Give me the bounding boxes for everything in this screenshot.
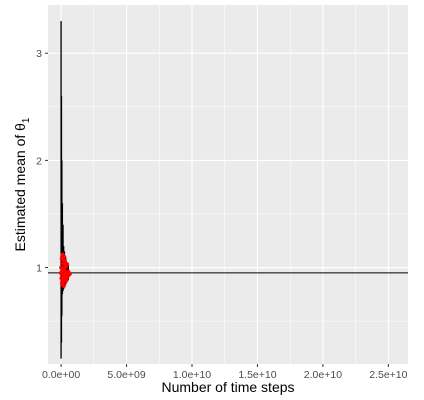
data-point — [62, 258, 68, 264]
x-tick-label: 1.5e+10 — [238, 369, 276, 381]
data-point — [61, 283, 66, 288]
x-tick-label: 5.0e+09 — [107, 369, 145, 381]
x-axis-title: Number of time steps — [161, 379, 294, 395]
x-tick-label: 2.5e+10 — [369, 369, 407, 381]
data-point — [61, 254, 67, 260]
y-axis-title: Estimated mean of θ1 — [12, 117, 32, 251]
x-tick-label: 1.0e+10 — [173, 369, 211, 381]
y-tick-label: 3 — [36, 48, 42, 60]
grid-minor — [48, 5, 408, 364]
x-tick-label: 2.0e+10 — [304, 369, 342, 381]
grid-major — [48, 5, 408, 364]
data-point — [64, 262, 70, 267]
x-axis-ticks: 0.0e+00 5.0e+09 1.0e+10 1.5e+10 2.0e+10 2.5e+… — [42, 364, 408, 381]
y-axis-ticks: 1 2 3 — [36, 48, 48, 275]
data-points — [58, 252, 72, 288]
plot-panel — [48, 5, 408, 364]
y-axis-title-main: Estimated mean of θ — [12, 123, 28, 252]
y-axis-title-subscript: 1 — [21, 117, 32, 123]
x-tick-label: 0.0e+00 — [42, 369, 80, 381]
data-point — [67, 271, 72, 277]
y-tick-label: 1 — [36, 263, 42, 275]
y-tick-label: 2 — [36, 155, 42, 167]
